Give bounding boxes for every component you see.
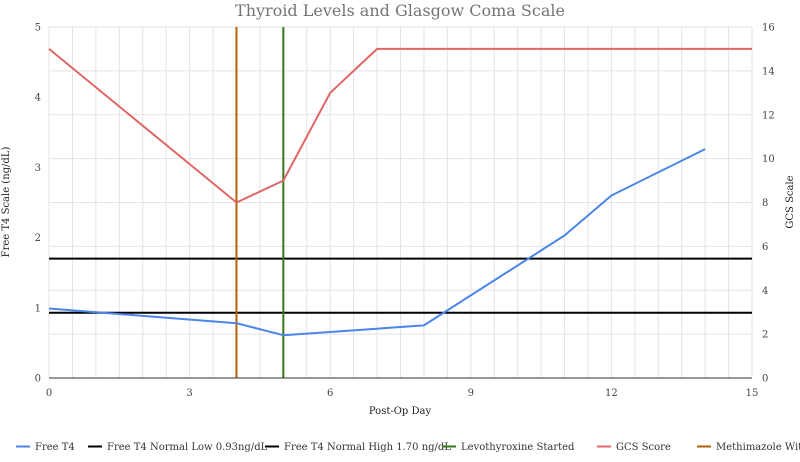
series-line-gcs-score: [48, 47, 752, 204]
y-axis-right-label: GCS Scale: [785, 175, 796, 228]
legend-label-free-t4-normal-low-0-93ng-dl: Free T4 Normal Low 0.93ng/dL: [107, 442, 268, 453]
chart-title: Thyroid Levels and Glasgow Coma Scale: [235, 1, 565, 20]
legend-label-free-t4: Free T4: [35, 442, 75, 453]
y-right-tick-label: 0: [762, 374, 768, 385]
y-left-tick-label: 3: [35, 163, 41, 174]
series-line-free-t4: [48, 148, 706, 337]
y-right-tick-label: 12: [762, 110, 775, 121]
x-axis-label: Post-Op Day: [369, 406, 432, 417]
y-right-tick-label: 16: [762, 23, 775, 34]
x-tick-label: 15: [746, 388, 759, 399]
y-right-tick-label: 2: [762, 330, 768, 341]
y-left-tick-label: 4: [35, 93, 41, 104]
y-right-tick-label: 6: [762, 242, 768, 253]
y-right-tick-label: 10: [762, 154, 775, 165]
x-tick-label: 9: [468, 388, 474, 399]
x-tick-label: 6: [327, 388, 333, 399]
legend-label-gcs-score: GCS Score: [616, 442, 671, 453]
series: [48, 47, 752, 337]
x-tick-label: 12: [605, 388, 618, 399]
legend-label-methimazole-witheld: Methimazole Witheld: [716, 442, 800, 453]
legend-label-levothyroxine-started: Levothyroxine Started: [461, 442, 575, 453]
grid: [48, 26, 753, 379]
legend: Free T4 Free T4 Normal Low 0.93ng/dL Free …: [16, 442, 800, 453]
x-tick-label: 3: [186, 388, 192, 399]
y-left-tick-label: 5: [35, 23, 41, 34]
y-left-tick-label: 1: [35, 303, 41, 314]
y-left-tick-label: 0: [35, 374, 41, 385]
y-axis-left-label: Free T4 Scale (ng/dL): [1, 147, 12, 258]
y-right-tick-label: 4: [762, 286, 768, 297]
y-right-tick-label: 14: [762, 66, 775, 77]
y-right-tick-label: 8: [762, 198, 768, 209]
legend-label-free-t4-normal-high-1-70-ng-dl: Free T4 Normal High 1.70 ng/dL: [284, 442, 451, 453]
y-left-tick-label: 2: [35, 233, 41, 244]
x-tick-label: 0: [46, 388, 52, 399]
